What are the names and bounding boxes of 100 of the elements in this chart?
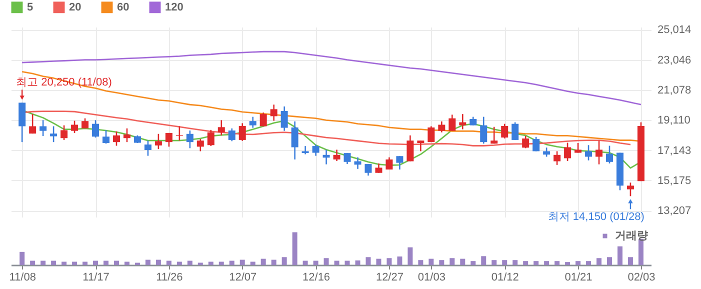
x-tick-label: 01/21 [564, 272, 592, 284]
x-tick-label: 12/07 [229, 272, 257, 284]
bar [208, 262, 214, 265]
bar [523, 261, 528, 265]
candlestick [291, 120, 298, 160]
candlestick [448, 114, 456, 132]
candlestick [417, 140, 424, 152]
bar [366, 257, 371, 265]
bar [93, 260, 98, 265]
bar [145, 260, 150, 265]
bar [544, 261, 550, 265]
candlestick [71, 120, 78, 134]
bar [344, 260, 350, 265]
bar [617, 246, 622, 265]
legend-label: 거래량 [615, 230, 648, 242]
candlestick [50, 126, 58, 143]
bar [114, 260, 119, 265]
candlestick [626, 182, 634, 197]
candlestick [207, 129, 214, 147]
bar [30, 260, 36, 265]
candlestick [186, 130, 194, 149]
bar [502, 260, 508, 265]
candlestick [92, 120, 100, 138]
legend-label: 60 [117, 1, 130, 14]
bar [40, 260, 46, 265]
bar [166, 260, 172, 265]
candlestick [375, 162, 382, 174]
x-tick-label: 11/26 [156, 272, 183, 284]
bar [565, 262, 570, 265]
bar [376, 258, 382, 265]
bar [72, 262, 78, 265]
bar [324, 258, 329, 265]
candlestick [112, 130, 120, 146]
x-tick-label: 11/08 [9, 272, 36, 284]
candlestick [564, 142, 572, 162]
bar [240, 260, 245, 265]
x-tick-label: 12/27 [376, 272, 404, 284]
bar [428, 258, 434, 265]
bar [156, 260, 161, 265]
candlestick [396, 155, 404, 170]
candlestick [512, 122, 519, 141]
bar [187, 260, 192, 265]
candlestick [82, 118, 89, 130]
bar [606, 257, 612, 265]
candlestick [60, 124, 68, 141]
bar [104, 260, 108, 265]
candlestick [459, 113, 466, 130]
annotation: 최저 14,150 (01/28) [548, 211, 644, 224]
candlestick [302, 145, 309, 155]
candlestick [218, 120, 225, 136]
legend-label: 120 [165, 1, 184, 14]
y-tick-label: 13,207 [658, 205, 692, 218]
candlestick [228, 128, 236, 142]
candlestick [501, 123, 508, 140]
candlestick [522, 135, 530, 149]
candlestick [574, 142, 582, 154]
bar [62, 262, 67, 265]
bar [460, 258, 466, 265]
bar [292, 232, 298, 265]
candlestick [144, 140, 152, 156]
candlestick [312, 144, 320, 156]
bar [439, 260, 444, 265]
annotation: 최고 20,250 (11/08) [16, 76, 112, 89]
y-tick-label: 21,078 [658, 84, 692, 97]
bar [334, 260, 340, 265]
legend-label: 20 [69, 1, 82, 14]
bar [229, 260, 234, 265]
candlestick [40, 120, 47, 137]
candlestick [364, 163, 372, 176]
bar [218, 262, 224, 265]
bar [576, 261, 581, 265]
y-tick-label: 17,143 [658, 144, 692, 157]
bar [586, 261, 592, 265]
bar [355, 260, 360, 265]
bar [596, 258, 602, 265]
bar [418, 260, 424, 265]
bar [628, 257, 633, 265]
candlestick [249, 116, 256, 128]
candlestick [123, 128, 130, 143]
bar [260, 258, 266, 265]
candlestick [438, 120, 446, 133]
candlestick [322, 149, 330, 165]
candlestick [606, 145, 613, 164]
bar [450, 258, 455, 265]
candlestick [270, 104, 278, 122]
y-tick-label: 15,175 [658, 174, 692, 187]
bar [397, 256, 402, 265]
bar [481, 256, 486, 265]
candlestick [585, 144, 592, 162]
bar [282, 257, 287, 265]
y-tick-label: 19,110 [658, 114, 690, 127]
bar [534, 261, 539, 265]
legend-label: 5 [27, 1, 34, 14]
candlestick [29, 113, 36, 134]
candlestick [280, 106, 288, 132]
candlestick [165, 132, 172, 148]
candlestick [406, 134, 414, 162]
bar [470, 261, 476, 265]
candlestick [596, 140, 603, 165]
bar [512, 260, 518, 265]
